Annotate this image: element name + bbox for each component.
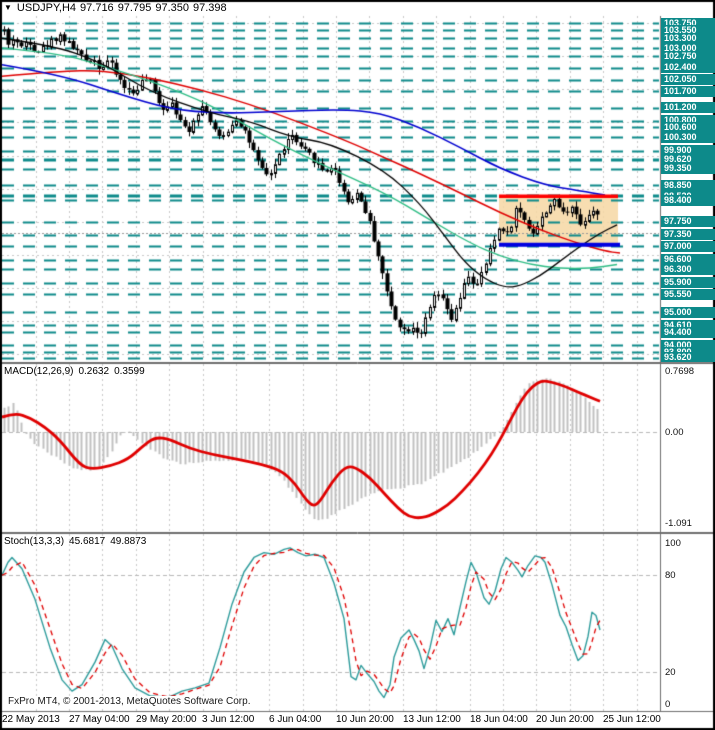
price-scale-label: 97.350 [661, 229, 715, 241]
price-scale-label: 100.800 [661, 115, 715, 127]
time-axis-label: 25 Jun 12:00 [603, 714, 661, 725]
price-scale-label: 93.800 [661, 346, 715, 358]
time-axis-label: 3 Jun 12:00 [202, 714, 255, 725]
price-scale-label: 100.300 [661, 131, 715, 143]
stochastic-indicator-label: Stoch(13,3,3) 45.6817 49.8873 [4, 536, 151, 547]
price-scale-label: 94.610 [661, 319, 715, 331]
price-scale-label: 99.350 [661, 163, 715, 175]
indicator-scale-label: 0.7698 [665, 366, 695, 377]
chart-title: ▼ USDJPY,H4 97.716 97.795 97.350 97.398 [4, 2, 231, 14]
ohlc-low: 97.350 [155, 2, 189, 14]
price-scale-label: 103.000 [661, 42, 715, 54]
ohlc-open: 97.716 [80, 2, 114, 14]
price-scale-label: 102.050 [661, 74, 715, 86]
price-scale-label: 99.900 [661, 145, 715, 157]
price-scale-label: 99.620 [661, 154, 715, 166]
price-scale-label: 103.550 [661, 24, 715, 36]
price-scale-label: 94.400 [661, 326, 715, 338]
macd-value-signal: 0.3599 [114, 366, 145, 377]
time-axis-label: 13 Jun 12:00 [403, 714, 461, 725]
indicator-scale-label: 0.00 [665, 427, 684, 438]
price-scale-label: 101.700 [661, 85, 715, 97]
symbol-timeframe: USDJPY,H4 [16, 2, 77, 14]
macd-value-main: 0.2632 [78, 366, 110, 377]
ohlc-close: 97.398 [193, 2, 227, 14]
price-scale-label: 102.400 [661, 62, 715, 74]
time-axis-label: 18 Jun 04:00 [470, 714, 528, 725]
indicator-scale-label: 20 [665, 666, 676, 678]
stoch-value-d: 49.8873 [110, 536, 147, 547]
time-axis-label: 22 May 2013 [2, 714, 60, 725]
indicator-scale-label: 80 [665, 570, 676, 582]
price-scale-label: 94.000 [661, 339, 715, 351]
price-scale-label: 95.550 [661, 288, 715, 300]
price-scale-label: 103.750 [661, 17, 715, 29]
price-scale-label: 103.300 [661, 32, 715, 44]
price-scale-label: 98.850 [661, 179, 715, 191]
time-axis-label: 20 Jun 20:00 [536, 714, 594, 725]
time-axis-label: 29 May 20:00 [136, 714, 197, 725]
price-scale-label: 95.000 [661, 306, 715, 318]
indicator-scale-label: 100 [665, 538, 681, 549]
price-scale-label: 96.600 [661, 254, 715, 266]
ohlc-high: 97.795 [117, 2, 152, 14]
price-scale-label: 93.620 [661, 352, 715, 362]
macd-indicator-label: MACD(12,26,9) 0.2632 0.3599 [4, 366, 150, 377]
time-axis-label: 6 Jun 04:00 [269, 714, 322, 725]
price-scale-label: 96.300 [661, 263, 715, 275]
price-scale: 103.750 103.550 103.300 103.000 102.750 102.4… [661, 16, 715, 362]
price-scale-label: 100.600 [661, 121, 715, 133]
macd-name: MACD(12,26,9) [4, 366, 74, 377]
symbol-dropdown-icon[interactable]: ▼ [4, 3, 12, 12]
price-scale-label: 97.000 [661, 240, 715, 252]
time-axis-label: 27 May 04:00 [69, 714, 130, 725]
price-scale-label: 101.200 [661, 102, 715, 114]
indicator-scale-label: 0 [665, 699, 671, 710]
time-axis-label: 10 Jun 20:00 [336, 714, 394, 725]
stoch-name: Stoch(13,3,3) [4, 536, 65, 547]
price-scale-label: 97.750 [661, 216, 715, 228]
price-scale-label: 95.900 [661, 277, 715, 289]
price-scale-label: 98.400 [661, 194, 715, 206]
indicator-scale-label: -1.091 [665, 517, 692, 529]
copyright: FxPro MT4, © 2001-2013, MetaQuotes Softw… [5, 696, 254, 707]
price-scale-label: 102.750 [661, 50, 715, 62]
stoch-value-k: 45.6817 [69, 536, 106, 547]
